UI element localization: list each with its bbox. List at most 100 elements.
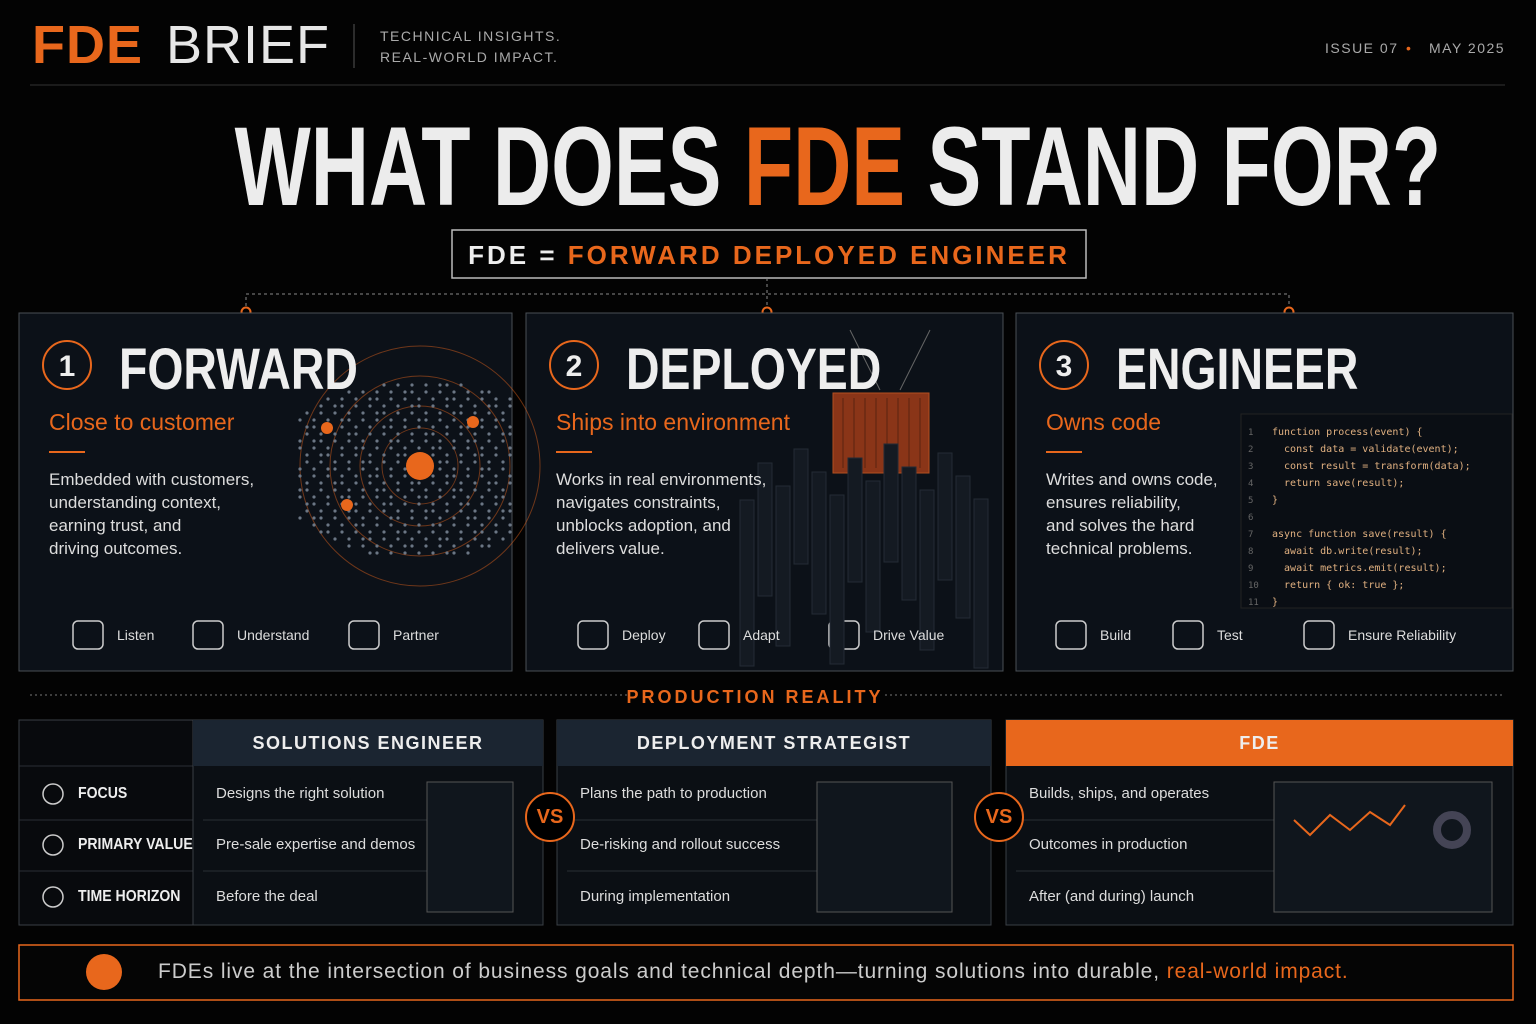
date: MAY 2025 <box>1429 40 1506 56</box>
globe-dot <box>326 453 330 457</box>
column-header-text: DEPLOYMENT STRATEGIST <box>636 733 912 753</box>
globe-dot <box>368 425 372 429</box>
illustration <box>426 781 514 913</box>
globe-dot <box>375 439 379 443</box>
building <box>847 457 863 583</box>
globe-dot <box>403 502 407 506</box>
globe-dot <box>417 502 421 506</box>
globe-dot <box>347 439 351 443</box>
globe-dot <box>452 516 456 520</box>
donut <box>1433 811 1471 849</box>
globe-dot <box>431 474 435 478</box>
globe-dot <box>396 460 400 464</box>
globe-dot <box>382 537 386 541</box>
globe-dot <box>326 467 330 471</box>
globe-dot <box>466 516 470 520</box>
globe-dot <box>494 481 498 485</box>
icon-label: Deploy <box>622 627 666 643</box>
globe-dot <box>389 425 393 429</box>
globe-dot <box>508 404 512 408</box>
globe-dot <box>452 495 456 499</box>
globe-dot <box>340 495 344 499</box>
globe-dot <box>508 481 512 485</box>
globe-dot <box>389 397 393 401</box>
card-body: delivers value. <box>556 539 665 558</box>
globe-dot <box>333 404 337 408</box>
globe-dot <box>501 418 505 422</box>
globe-dot <box>410 481 414 485</box>
globe-dot <box>305 460 309 464</box>
globe-dot <box>368 530 372 534</box>
globe-dot <box>438 537 442 541</box>
globe-dot <box>417 425 421 429</box>
globe-dot <box>417 530 421 534</box>
cell: During implementation <box>580 888 731 905</box>
globe-dot <box>466 439 470 443</box>
globe-dot <box>452 488 456 492</box>
globe-dot <box>480 453 484 457</box>
globe-dot <box>361 523 365 527</box>
number-ring <box>549 340 599 390</box>
globe-dot <box>403 551 407 555</box>
globe-dot <box>431 453 435 457</box>
globe-dot <box>333 537 337 541</box>
globe-dot <box>431 446 435 450</box>
line-number: 5 <box>1248 496 1254 506</box>
globe-dot <box>361 495 365 499</box>
globe-dot <box>438 488 442 492</box>
globe-dot <box>319 481 323 485</box>
globe-dot <box>312 425 316 429</box>
globe-dot <box>452 551 456 555</box>
row-label-col <box>18 719 194 926</box>
globe-dot <box>424 516 428 520</box>
globe-dot <box>375 390 379 394</box>
globe-dot <box>459 502 463 506</box>
card-word: ENGINEER <box>1116 337 1359 402</box>
footer-box <box>18 944 1514 1001</box>
globe-dot <box>452 418 456 422</box>
globe-dot <box>319 453 323 457</box>
globe-dot <box>333 467 337 471</box>
globe-dot <box>396 537 400 541</box>
globe-dot <box>361 516 365 520</box>
globe-dot <box>340 446 344 450</box>
globe-dot <box>375 523 379 527</box>
globe-dot <box>452 474 456 478</box>
globe-dot <box>298 446 302 450</box>
card-number: 2 <box>565 350 583 383</box>
globe-dot <box>410 509 414 513</box>
icon <box>72 620 104 650</box>
globe-dot <box>389 418 393 422</box>
globe-dot <box>382 530 386 534</box>
line-number: 2 <box>1248 445 1254 455</box>
globe-dot <box>333 516 337 520</box>
globe-dot <box>438 467 442 471</box>
globe-dot <box>368 397 372 401</box>
illustration <box>1273 781 1493 913</box>
building <box>937 452 953 581</box>
number-ring <box>1039 340 1089 390</box>
globe-dot <box>494 418 498 422</box>
globe-dot <box>389 474 393 478</box>
globe-dot <box>431 509 435 513</box>
code-line: await db.write(result); <box>1272 546 1423 557</box>
globe-dot <box>473 460 477 464</box>
globe-dot <box>508 432 512 436</box>
globe-dot <box>312 474 316 478</box>
globe-dot <box>445 502 449 506</box>
icon <box>577 620 609 650</box>
globe-dot <box>326 397 330 401</box>
globe-dot <box>368 509 372 513</box>
globe-dot <box>417 418 421 422</box>
globe-dot <box>410 432 414 436</box>
row-icon <box>42 834 64 856</box>
globe-dot <box>368 474 372 478</box>
globe-dot <box>396 453 400 457</box>
globe-dot <box>389 495 393 499</box>
building <box>919 489 935 651</box>
globe-dot <box>473 481 477 485</box>
cell: After (and during) launch <box>1029 888 1195 905</box>
cell: Plans the path to production <box>580 785 767 802</box>
globe-dot <box>501 460 505 464</box>
globe-dot <box>333 411 337 415</box>
